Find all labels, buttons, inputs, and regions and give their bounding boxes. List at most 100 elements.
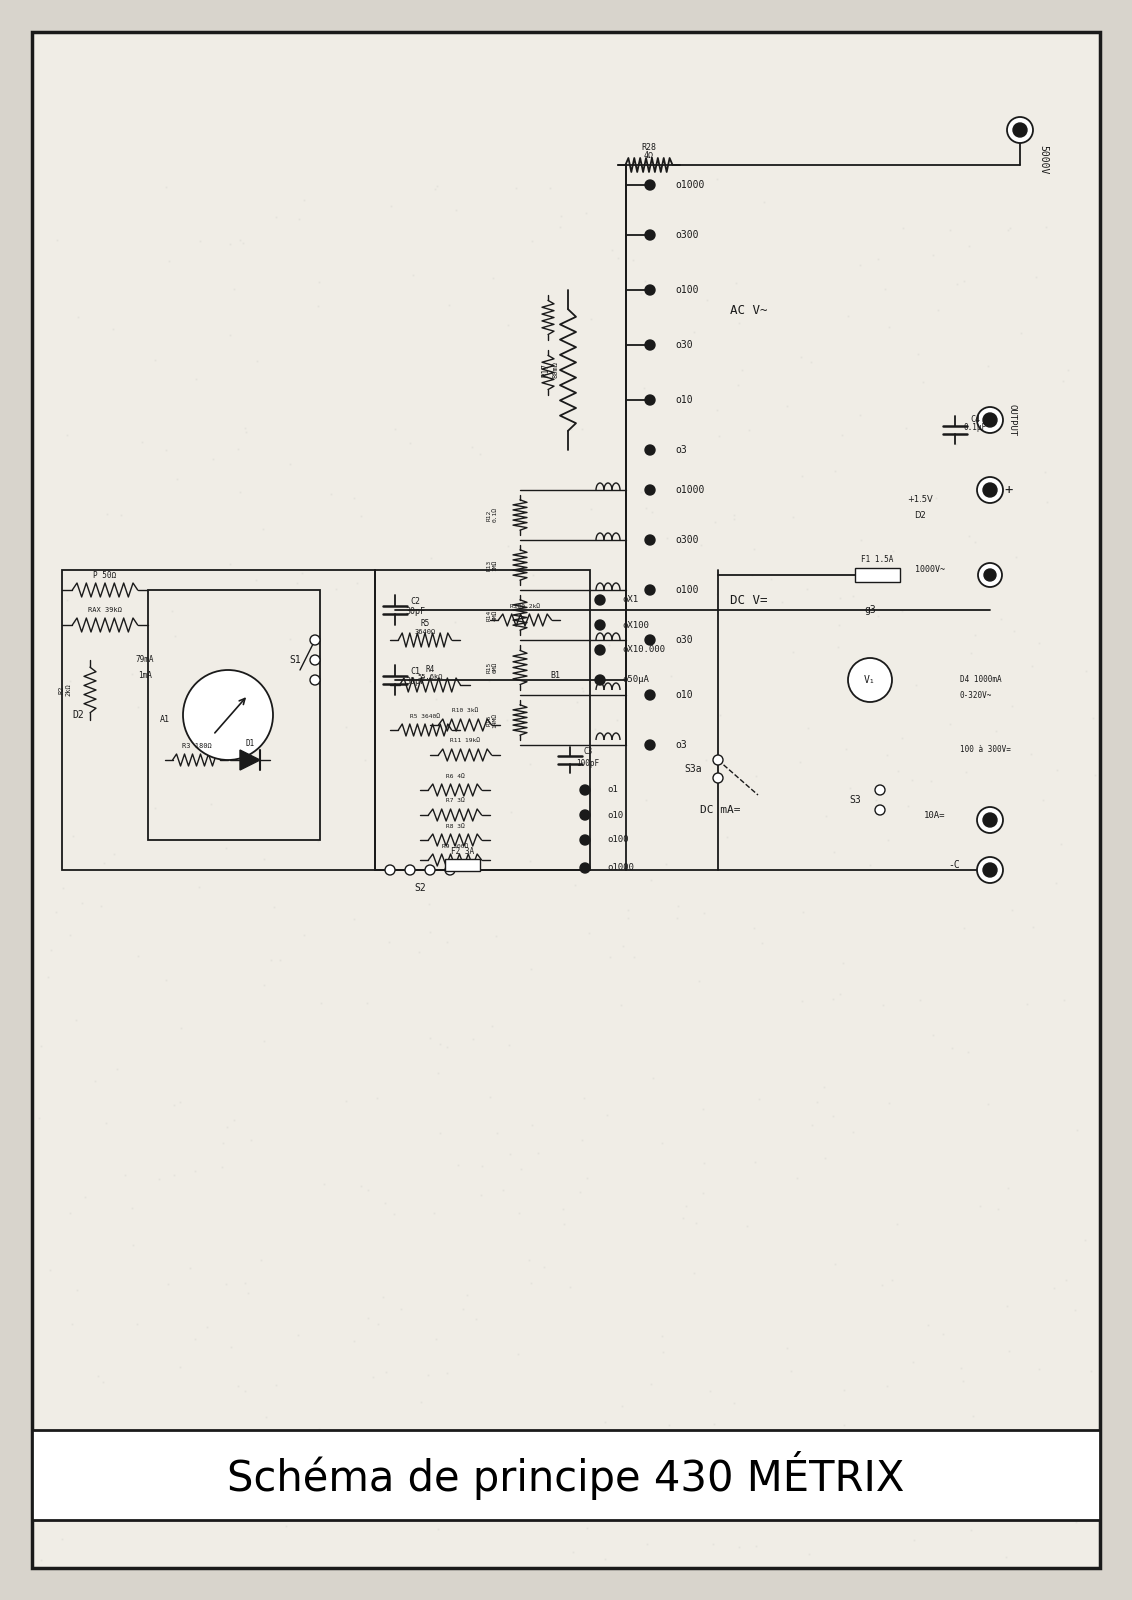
Point bbox=[181, 1254, 199, 1280]
Circle shape bbox=[977, 858, 1003, 883]
Point bbox=[814, 1074, 832, 1099]
Point bbox=[1048, 757, 1066, 782]
Point bbox=[572, 1179, 590, 1205]
Point bbox=[98, 581, 117, 606]
Text: o50μA: o50μA bbox=[621, 675, 649, 685]
Point bbox=[95, 850, 113, 875]
Point bbox=[964, 1403, 983, 1429]
Point bbox=[586, 717, 604, 742]
Point bbox=[123, 1232, 142, 1258]
Point bbox=[420, 891, 438, 917]
Point bbox=[743, 562, 761, 587]
Point bbox=[947, 430, 966, 456]
Point bbox=[29, 1106, 48, 1131]
Text: V₁: V₁ bbox=[864, 675, 876, 685]
Text: o100: o100 bbox=[607, 835, 628, 845]
Point bbox=[190, 874, 208, 899]
Point bbox=[615, 685, 633, 710]
Point bbox=[480, 669, 498, 694]
Point bbox=[235, 416, 254, 442]
Point bbox=[165, 1162, 183, 1187]
Point bbox=[129, 944, 147, 970]
Text: 30pF: 30pF bbox=[405, 677, 424, 686]
Circle shape bbox=[645, 285, 655, 294]
Point bbox=[67, 610, 85, 635]
Circle shape bbox=[645, 690, 655, 701]
Point bbox=[48, 899, 66, 925]
Point bbox=[326, 1459, 344, 1485]
Point bbox=[878, 1373, 897, 1398]
Point bbox=[954, 1368, 972, 1394]
Point bbox=[781, 1358, 799, 1384]
Point bbox=[1012, 320, 1030, 346]
Point bbox=[899, 794, 917, 819]
Point bbox=[234, 230, 252, 256]
Text: R12
0.1Ω: R12 0.1Ω bbox=[487, 507, 497, 523]
Point bbox=[541, 176, 559, 202]
Point bbox=[361, 669, 379, 694]
Text: g3: g3 bbox=[864, 605, 876, 614]
Text: P 50Ω: P 50Ω bbox=[94, 571, 117, 579]
Text: S2: S2 bbox=[414, 883, 426, 893]
Point bbox=[573, 1126, 591, 1152]
Point bbox=[745, 915, 763, 941]
Circle shape bbox=[580, 862, 590, 874]
Point bbox=[637, 1531, 655, 1557]
Point bbox=[360, 1178, 378, 1203]
Point bbox=[908, 485, 926, 510]
Point bbox=[168, 1506, 186, 1531]
Point bbox=[421, 1026, 439, 1051]
Point bbox=[80, 691, 98, 717]
Point bbox=[49, 227, 67, 253]
Bar bbox=[445, 859, 480, 870]
Point bbox=[1086, 762, 1104, 787]
Circle shape bbox=[310, 675, 320, 685]
Text: o1: o1 bbox=[607, 786, 618, 795]
Text: o1000: o1000 bbox=[675, 179, 704, 190]
Point bbox=[421, 918, 439, 944]
Point bbox=[1052, 830, 1070, 856]
Point bbox=[145, 1464, 163, 1490]
Point bbox=[644, 1066, 662, 1091]
Point bbox=[239, 1280, 257, 1306]
Point bbox=[483, 266, 501, 291]
Point bbox=[824, 840, 842, 866]
Point bbox=[998, 1293, 1017, 1318]
Point bbox=[826, 1251, 844, 1277]
Point bbox=[229, 667, 247, 693]
Point bbox=[801, 349, 820, 374]
Circle shape bbox=[310, 635, 320, 645]
Circle shape bbox=[645, 586, 655, 595]
Point bbox=[221, 232, 239, 258]
Point bbox=[1024, 915, 1043, 941]
Point bbox=[431, 802, 449, 827]
Circle shape bbox=[645, 395, 655, 405]
Point bbox=[962, 1517, 980, 1542]
Point bbox=[68, 1488, 86, 1514]
Point bbox=[352, 1173, 370, 1198]
Text: R5 3640Ω: R5 3640Ω bbox=[410, 714, 440, 718]
Point bbox=[660, 1413, 678, 1438]
Circle shape bbox=[984, 570, 996, 581]
Point bbox=[369, 1310, 387, 1336]
Text: D2: D2 bbox=[915, 510, 926, 520]
Point bbox=[483, 1013, 501, 1038]
Point bbox=[222, 1506, 240, 1531]
Point bbox=[86, 1069, 104, 1094]
Point bbox=[344, 906, 362, 931]
Text: o10: o10 bbox=[675, 395, 693, 405]
Point bbox=[247, 568, 265, 594]
Point bbox=[575, 1085, 593, 1110]
Point bbox=[997, 1544, 1015, 1570]
Point bbox=[1030, 1357, 1048, 1382]
Point bbox=[799, 1541, 817, 1566]
Circle shape bbox=[424, 866, 435, 875]
Point bbox=[860, 853, 878, 878]
Point bbox=[636, 787, 654, 813]
Point bbox=[257, 1405, 275, 1430]
Text: OUTPUT: OUTPUT bbox=[1007, 403, 1017, 437]
Text: 1mA: 1mA bbox=[138, 670, 152, 680]
Point bbox=[1069, 1117, 1087, 1142]
Circle shape bbox=[645, 635, 655, 645]
Point bbox=[577, 200, 595, 226]
